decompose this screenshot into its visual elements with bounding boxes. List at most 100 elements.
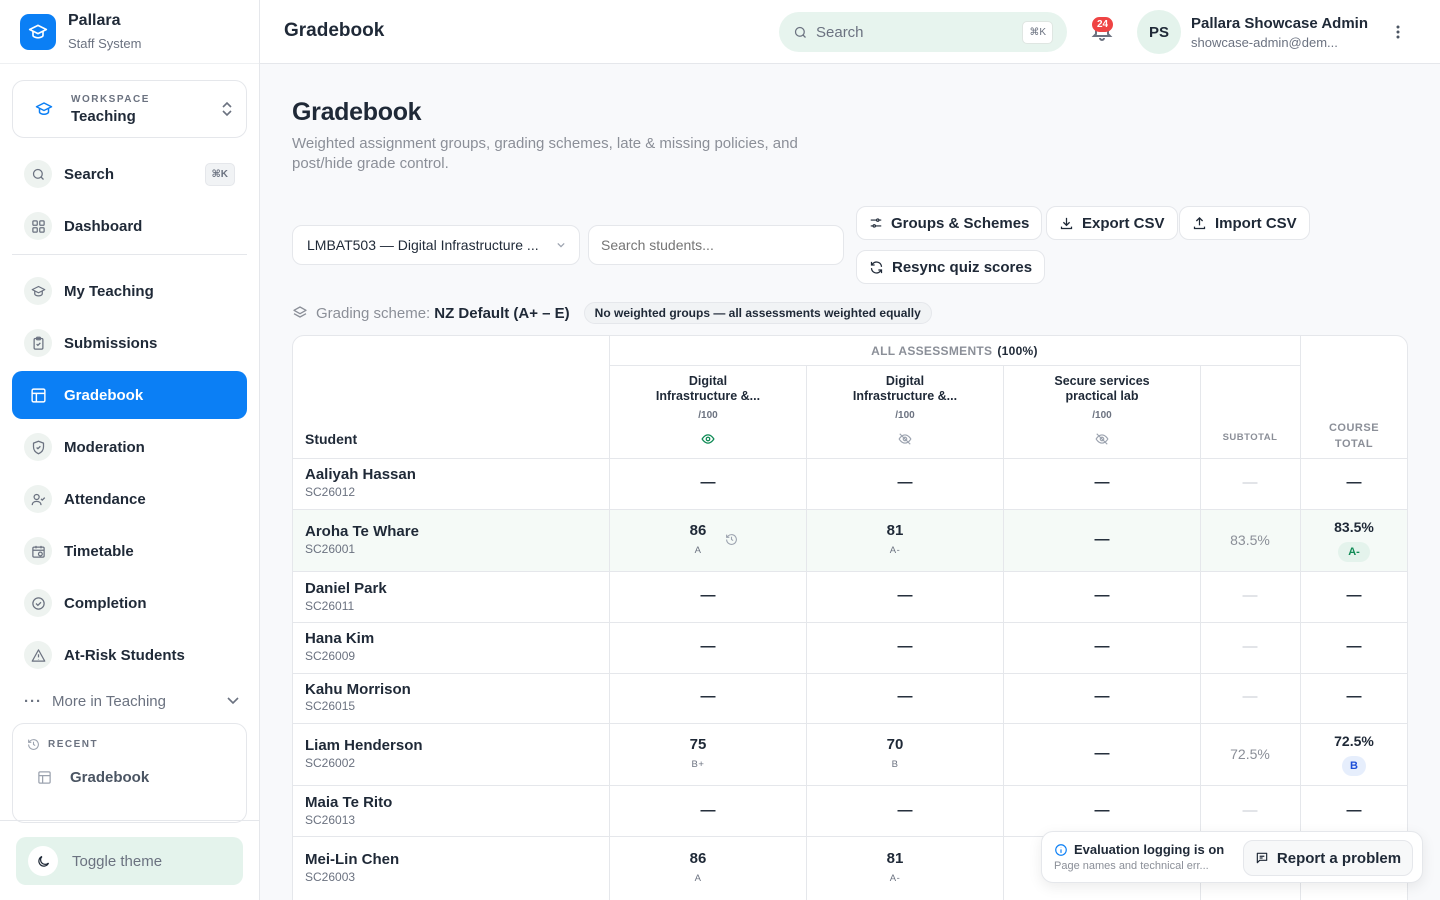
student-name[interactable]: Aroha Te Whare	[305, 523, 419, 540]
sidebar-item-dashboard[interactable]: Dashboard	[12, 202, 247, 250]
student-name[interactable]: Maia Te Rito	[305, 794, 393, 811]
sidebar-item-moderation[interactable]: Moderation	[12, 423, 247, 471]
gradebook-icon	[38, 771, 51, 784]
workspace-switcher[interactable]: WORKSPACE Teaching	[12, 80, 247, 138]
import-csv-button[interactable]: Import CSV	[1179, 206, 1310, 240]
student-name[interactable]: Liam Henderson	[305, 737, 423, 754]
more-vertical-icon[interactable]	[1388, 22, 1408, 42]
grade-cell-empty[interactable]: —	[1094, 474, 1110, 491]
sidebar-item-label: Submissions	[64, 334, 158, 352]
grade-badge: B	[1342, 756, 1366, 776]
eye-icon[interactable]	[701, 432, 715, 446]
course-total-empty: —	[1346, 474, 1362, 491]
grade-cell-empty[interactable]: —	[1094, 531, 1110, 548]
student-name[interactable]: Daniel Park	[305, 580, 387, 597]
shortcut-badge: ⌘K	[1022, 20, 1053, 44]
grade-cell-empty[interactable]: —	[700, 474, 716, 491]
sidebar-item-label: Moderation	[64, 438, 145, 456]
sidebar-item-label: Completion	[64, 594, 147, 612]
eye-off-icon[interactable]	[1095, 432, 1109, 446]
grade-cell-empty[interactable]: —	[1094, 745, 1110, 762]
teaching-icon	[24, 277, 52, 305]
student-name[interactable]: Kahu Morrison	[305, 681, 411, 698]
grade-cell-empty[interactable]: —	[897, 474, 913, 491]
grade-score[interactable]: 81	[886, 850, 904, 867]
more-in-teaching[interactable]: ··· More in Teaching	[24, 690, 239, 712]
student-column-header: Student	[305, 431, 358, 447]
grade-cell-empty[interactable]: —	[1094, 688, 1110, 705]
chevron-up-down-icon	[222, 101, 232, 117]
course-select[interactable]: LMBAT503 — Digital Infrastructure ...	[292, 225, 580, 265]
brand-name: Pallara	[68, 12, 121, 29]
shield-check-icon	[24, 433, 52, 461]
avatar[interactable]: PS	[1137, 10, 1181, 54]
assessment-column-header[interactable]: Digital Infrastructure &...	[610, 374, 806, 404]
grade-cell-empty[interactable]: —	[1094, 802, 1110, 819]
shortcut-badge: ⌘K	[204, 162, 235, 186]
grade-badge: A-	[1338, 542, 1370, 562]
sidebar-item-completion[interactable]: Completion	[12, 579, 247, 627]
subtotal-column-header: SUBTOTAL	[1222, 432, 1278, 443]
grade-score[interactable]: 86	[689, 850, 707, 867]
global-search[interactable]: Search ⌘K	[779, 12, 1067, 52]
sliders-icon	[870, 218, 882, 228]
sidebar-item-my-teaching[interactable]: My Teaching	[12, 267, 247, 315]
sidebar-item-label: Attendance	[64, 490, 146, 508]
header-title: Gradebook	[284, 20, 385, 41]
export-csv-button[interactable]: Export CSV	[1046, 206, 1178, 240]
student-name[interactable]: Aaliyah Hassan	[305, 466, 416, 483]
graduation-cap-icon[interactable]	[20, 13, 56, 50]
grade-cell-empty[interactable]: —	[700, 587, 716, 604]
assessment-title-line: Digital	[688, 374, 728, 388]
more-dots-icon: ···	[24, 692, 42, 710]
student-name[interactable]: Hana Kim	[305, 630, 375, 647]
resync-quiz-scores-button[interactable]: Resync quiz scores	[856, 250, 1046, 284]
student-id: SC26002	[305, 756, 356, 770]
grade-score[interactable]: 75	[689, 736, 707, 753]
report-problem-button[interactable]: Report a problem	[1243, 840, 1413, 876]
grade-cell-empty[interactable]: —	[700, 688, 716, 705]
sidebar-item-timetable[interactable]: Timetable	[12, 527, 247, 575]
grade-cell-empty[interactable]: —	[897, 587, 913, 604]
sidebar-item-at-risk-students[interactable]: At-Risk Students	[12, 631, 247, 679]
history-icon[interactable]	[725, 533, 738, 546]
message-icon	[1256, 852, 1268, 864]
toggle-theme-button[interactable]: Toggle theme	[16, 837, 243, 885]
grade-letter: A	[694, 545, 702, 556]
assessment-title-line: practical lab	[1065, 389, 1139, 403]
grade-cell-empty[interactable]: —	[700, 802, 716, 819]
recent-item-label: Gradebook	[70, 769, 150, 786]
grade-score[interactable]: 81	[886, 522, 904, 539]
warning-icon	[24, 641, 52, 669]
assessment-max-points: /100	[1092, 410, 1112, 421]
import-csv-label: Import CSV	[1215, 214, 1297, 232]
course-total-header-line: TOTAL	[1334, 438, 1374, 450]
download-icon	[1060, 217, 1073, 229]
assessment-column-header[interactable]: Digital Infrastructure &...	[807, 374, 1003, 404]
grade-cell-empty[interactable]: —	[700, 638, 716, 655]
notification-badge: 24	[1092, 17, 1114, 32]
grade-cell-empty[interactable]: —	[897, 802, 913, 819]
eye-off-icon[interactable]	[898, 432, 912, 446]
student-search-input[interactable]	[588, 225, 844, 265]
grade-score[interactable]: 70	[886, 736, 904, 753]
grade-score[interactable]: 86	[689, 522, 707, 539]
graduation-cap-icon	[33, 98, 55, 120]
sidebar-item-attendance[interactable]: Attendance	[12, 475, 247, 523]
grade-cell-empty[interactable]: —	[1094, 638, 1110, 655]
groups-schemes-button[interactable]: Groups & Schemes	[856, 206, 1043, 240]
grade-cell-empty[interactable]: —	[1094, 587, 1110, 604]
student-name[interactable]: Mei-Lin Chen	[305, 851, 400, 868]
toggle-theme-label: Toggle theme	[72, 852, 163, 870]
recent-item-gradebook[interactable]: Gradebook	[27, 769, 232, 786]
grade-cell-empty[interactable]: —	[897, 638, 913, 655]
subtotal-value: 83.5%	[1230, 532, 1270, 548]
subtotal-value: 72.5%	[1230, 746, 1270, 762]
sidebar-item-label: Timetable	[64, 542, 134, 560]
assessment-column-header[interactable]: Secure services practical lab	[1004, 374, 1200, 404]
resync-label: Resync quiz scores	[892, 258, 1033, 276]
sidebar-search[interactable]: Search ⌘K	[12, 150, 247, 198]
sidebar-item-submissions[interactable]: Submissions	[12, 319, 247, 367]
sidebar-item-gradebook[interactable]: Gradebook	[12, 371, 247, 419]
grade-cell-empty[interactable]: —	[897, 688, 913, 705]
